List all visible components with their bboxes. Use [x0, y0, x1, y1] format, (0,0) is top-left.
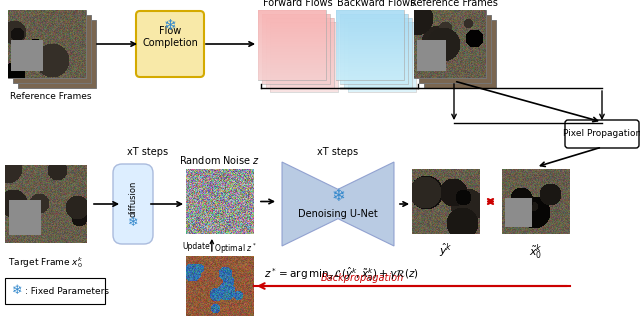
Text: xT steps: xT steps	[317, 147, 358, 157]
Bar	[18, 20, 96, 88]
Text: : Fixed Parameters: : Fixed Parameters	[25, 287, 109, 295]
Text: ❄: ❄	[12, 284, 22, 297]
Text: ❄: ❄	[331, 187, 345, 205]
Text: Denoising U-Net: Denoising U-Net	[298, 209, 378, 219]
Text: $\hat{y}^k$: $\hat{y}^k$	[439, 242, 453, 260]
Text: xT steps: xT steps	[127, 147, 168, 157]
Bar	[266, 18, 334, 88]
Bar	[262, 14, 330, 84]
Bar	[340, 14, 408, 84]
Text: Target Frame $x_0^k$: Target Frame $x_0^k$	[8, 255, 84, 270]
Text: Optimal $z^*$: Optimal $z^*$	[214, 242, 257, 256]
Text: ❄: ❄	[164, 17, 177, 33]
FancyBboxPatch shape	[113, 164, 153, 244]
Text: Forward Flows: Forward Flows	[263, 0, 333, 8]
FancyBboxPatch shape	[136, 11, 204, 77]
Bar	[336, 10, 404, 80]
Text: Reference Frames: Reference Frames	[410, 0, 498, 8]
Bar	[424, 20, 496, 88]
Text: diffusion: diffusion	[129, 181, 138, 217]
Bar	[344, 18, 412, 88]
Bar	[270, 22, 338, 92]
Text: $\tilde{x}_0^k$: $\tilde{x}_0^k$	[529, 242, 543, 262]
Bar	[8, 10, 86, 78]
FancyBboxPatch shape	[565, 120, 639, 148]
Text: Update: Update	[182, 242, 210, 251]
Text: Reference Frames: Reference Frames	[10, 92, 92, 101]
Text: Random Noise $z$: Random Noise $z$	[179, 154, 260, 166]
Polygon shape	[282, 162, 394, 246]
Bar	[414, 10, 486, 78]
Bar	[348, 22, 416, 92]
Text: Flow
Completion: Flow Completion	[142, 26, 198, 48]
Bar	[13, 15, 91, 83]
Text: ❄: ❄	[128, 217, 138, 230]
Bar	[5, 278, 105, 304]
Bar	[258, 10, 326, 80]
Text: Pixel Propagation: Pixel Propagation	[563, 130, 640, 139]
Bar	[419, 15, 491, 83]
Text: $z^* = \mathrm{arg\,min}_{z}\, \mathcal{L}(\hat{y}^k, \tilde{x}_0^k) + \gamma\ma: $z^* = \mathrm{arg\,min}_{z}\, \mathcal{…	[264, 266, 419, 283]
Text: Backward Flows: Backward Flows	[337, 0, 415, 8]
Text: Backpropagation: Backpropagation	[321, 273, 404, 283]
